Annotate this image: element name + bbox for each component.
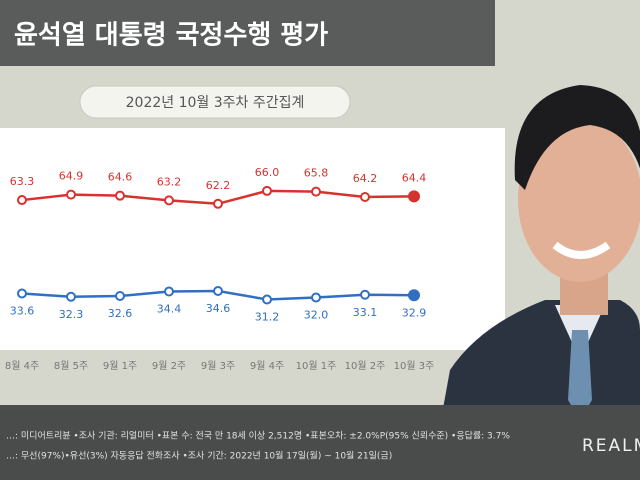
value-label: 32.3 bbox=[59, 308, 84, 321]
footer-line: …: 무선(97%)•유선(3%) 자동응답 전화조사 •조사 기간: 2022… bbox=[6, 450, 392, 462]
x-tick-label: 9월 1주 bbox=[103, 360, 137, 372]
value-label: 32.0 bbox=[304, 309, 329, 322]
point bbox=[360, 192, 370, 203]
point bbox=[164, 195, 174, 206]
value-label: 64.6 bbox=[108, 171, 133, 184]
x-tick-label: 10월 2주 bbox=[345, 360, 386, 372]
point bbox=[164, 286, 174, 297]
point bbox=[311, 292, 321, 303]
point bbox=[115, 190, 125, 201]
value-label: 32.6 bbox=[108, 307, 133, 320]
x-tick-label: 9월 4주 bbox=[250, 360, 284, 372]
plot-card bbox=[0, 128, 505, 350]
point bbox=[408, 190, 420, 203]
point bbox=[17, 288, 27, 299]
point bbox=[66, 189, 76, 200]
x-tick-label: 9월 2주 bbox=[152, 360, 186, 372]
point bbox=[213, 198, 223, 209]
value-label: 33.1 bbox=[353, 306, 378, 319]
title: 윤석열 대통령 국정수행 평가 bbox=[14, 21, 328, 51]
footer-band bbox=[0, 405, 640, 480]
value-label: 63.3 bbox=[10, 175, 35, 188]
logo: REALM bbox=[582, 436, 640, 456]
title-band bbox=[0, 0, 495, 66]
point bbox=[262, 185, 272, 196]
x-tick-label: 8월 4주 bbox=[5, 360, 39, 372]
point bbox=[17, 195, 27, 206]
value-label: 64.2 bbox=[353, 172, 378, 185]
value-label: 65.8 bbox=[304, 167, 329, 180]
point bbox=[262, 294, 272, 305]
value-label: 64.4 bbox=[402, 171, 427, 184]
point bbox=[311, 186, 321, 197]
value-label: 66.0 bbox=[255, 166, 280, 179]
point bbox=[115, 291, 125, 301]
value-label: 32.9 bbox=[402, 306, 427, 319]
point bbox=[213, 286, 223, 296]
value-label: 64.9 bbox=[59, 170, 84, 183]
value-label: 31.2 bbox=[255, 311, 280, 324]
value-label: 62.2 bbox=[206, 179, 231, 192]
x-tick-label: 8월 5주 bbox=[54, 360, 88, 372]
x-tick-label: 10월 3주 bbox=[394, 360, 435, 372]
x-tick-label: 10월 1주 bbox=[296, 360, 337, 372]
value-label: 63.2 bbox=[157, 175, 182, 188]
x-tick-label: 9월 3주 bbox=[201, 360, 235, 372]
value-label: 33.6 bbox=[10, 305, 35, 318]
subtitle: 2022년 10월 3주차 주간집계 bbox=[126, 95, 305, 111]
subtitle-pill bbox=[79, 85, 351, 119]
point bbox=[408, 289, 420, 302]
footer-line: …: 미디어트리뷴 •조사 기관: 리얼미터 •표본 수: 전국 만 18세 이… bbox=[6, 430, 510, 442]
point bbox=[66, 291, 76, 302]
point bbox=[360, 289, 370, 300]
value-label: 34.6 bbox=[206, 302, 231, 315]
value-label: 34.4 bbox=[157, 303, 182, 316]
